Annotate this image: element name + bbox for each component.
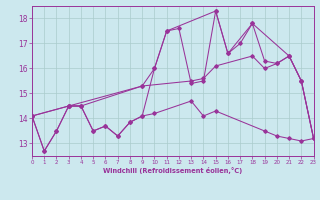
X-axis label: Windchill (Refroidissement éolien,°C): Windchill (Refroidissement éolien,°C): [103, 167, 243, 174]
